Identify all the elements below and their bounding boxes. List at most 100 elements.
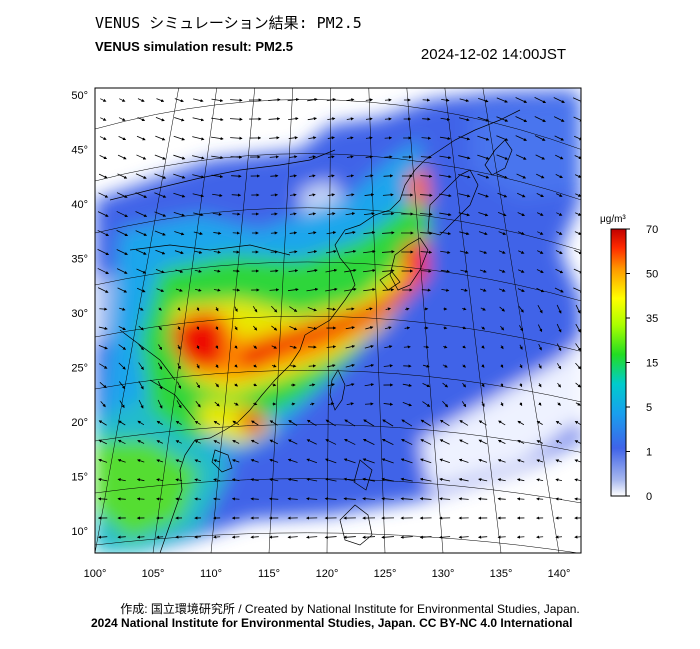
wind-arrow <box>177 326 181 331</box>
longitude-label: 130° <box>432 568 455 580</box>
wind-arrow <box>173 192 186 198</box>
wind-arrow <box>269 458 279 463</box>
wind-arrow <box>173 154 186 160</box>
wind-arrow <box>136 268 147 274</box>
wind-arrow <box>327 174 335 178</box>
wind-arrow <box>306 477 318 482</box>
wind-arrow <box>193 212 204 217</box>
wind-arrow <box>157 399 163 409</box>
wind-arrow <box>100 401 106 408</box>
wind-arrow <box>574 250 581 255</box>
wind-arrow <box>289 155 298 159</box>
wind-arrow <box>250 497 259 501</box>
wind-arrow <box>117 173 128 179</box>
wind-arrow <box>419 212 433 216</box>
wind-arrow <box>214 401 220 407</box>
wind-arrow <box>498 231 507 235</box>
wind-arrow <box>230 136 243 140</box>
colorbar: μg/m³ 70 50 35 15 5 1 0 <box>600 214 658 503</box>
wind-arrow <box>287 458 298 463</box>
longitude-label: 105° <box>142 568 165 580</box>
wind-arrow <box>213 231 222 235</box>
wind-arrow <box>327 212 336 216</box>
wind-arrow <box>138 325 144 331</box>
wind-arrow <box>404 326 411 330</box>
wind-arrow <box>500 383 504 388</box>
wind-arrow <box>307 326 318 330</box>
wind-arrow <box>362 497 375 501</box>
wind-arrow <box>459 98 470 103</box>
wind-arrow <box>136 478 145 482</box>
wind-arrow <box>344 230 356 235</box>
wind-arrow <box>420 231 433 235</box>
wind-arrow <box>575 382 581 388</box>
wind-arrow <box>271 364 277 368</box>
wind-arrow <box>138 380 144 390</box>
wind-arrow <box>177 344 181 350</box>
wind-arrow <box>270 250 279 254</box>
wind-arrow <box>381 497 394 501</box>
wind-arrow <box>556 304 562 314</box>
wind-arrow <box>232 440 240 444</box>
wind-arrow <box>173 211 185 217</box>
colorbar-tick-label: 0 <box>646 491 652 503</box>
wind-arrow <box>572 97 581 103</box>
wind-arrow <box>345 344 356 349</box>
wind-arrow <box>420 419 431 427</box>
wind-arrow <box>213 420 220 425</box>
wind-arrow <box>306 497 318 501</box>
graticule <box>95 88 581 553</box>
wind-arrow <box>496 97 508 103</box>
wind-arrow <box>308 231 317 235</box>
wind-arrow <box>99 136 107 140</box>
parallel-line <box>95 315 581 352</box>
wind-arrow <box>345 212 356 216</box>
wind-arrow <box>518 269 525 273</box>
wind-arrow <box>119 307 126 311</box>
wind-arrow <box>118 344 127 350</box>
wind-arrow <box>405 307 410 311</box>
wind-arrow <box>575 212 581 216</box>
wind-arrow <box>118 117 126 121</box>
wind-arrow <box>308 155 316 159</box>
wind-arrow <box>439 497 451 501</box>
wind-arrow <box>499 269 506 273</box>
wind-arrow <box>97 230 110 236</box>
wind-arrow <box>175 269 184 273</box>
wind-arrow <box>500 364 504 369</box>
wind-arrow <box>177 381 181 389</box>
wind-arrow <box>211 174 224 179</box>
wind-arrow <box>480 307 486 311</box>
wind-arrow <box>556 212 563 216</box>
wind-arrow <box>117 535 126 539</box>
parallel-line <box>95 370 581 403</box>
wind-arrow <box>98 458 108 463</box>
wind-arrow <box>306 287 319 292</box>
wind-arrow <box>557 382 562 388</box>
wind-arrow <box>420 174 433 178</box>
wind-arrow <box>98 478 108 482</box>
wind-arrow <box>574 478 581 482</box>
wind-arrow <box>497 439 506 445</box>
wind-arrow <box>518 305 524 313</box>
wind-arrow <box>383 364 394 368</box>
wind-arrow <box>192 193 205 198</box>
wind-arrow <box>154 230 166 236</box>
wind-arrow <box>385 307 392 311</box>
wind-arrow <box>515 116 528 122</box>
colorbar-tick-label: 50 <box>646 269 658 281</box>
wind-arrow <box>381 535 394 539</box>
wind-arrow <box>154 192 167 198</box>
wind-arrow <box>440 117 451 121</box>
longitude-label: 115° <box>258 568 280 580</box>
wind-arrow <box>496 173 508 179</box>
wind-arrow <box>363 419 375 427</box>
wind-arrow <box>215 383 219 388</box>
wind-arrow <box>99 307 108 311</box>
copyright-line: 2024 National Institute for Environmenta… <box>91 616 573 630</box>
wind-arrow <box>177 363 181 370</box>
wind-arrow <box>250 439 259 445</box>
wind-arrow <box>363 268 376 273</box>
wind-arrow <box>252 305 258 313</box>
wind-arrow <box>497 478 506 482</box>
